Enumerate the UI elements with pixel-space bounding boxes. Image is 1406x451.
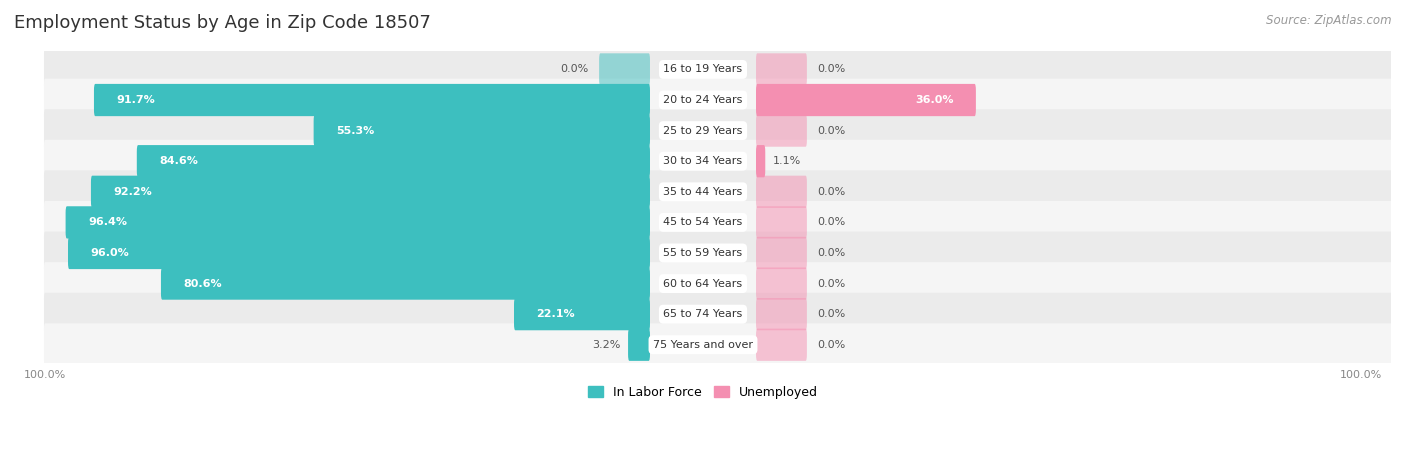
- Text: 36.0%: 36.0%: [915, 95, 953, 105]
- FancyBboxPatch shape: [44, 78, 1406, 121]
- Text: 75 Years and over: 75 Years and over: [652, 340, 754, 350]
- FancyBboxPatch shape: [756, 237, 807, 269]
- Text: 0.0%: 0.0%: [818, 279, 846, 289]
- FancyBboxPatch shape: [160, 267, 650, 299]
- FancyBboxPatch shape: [628, 329, 650, 361]
- Text: 35 to 44 Years: 35 to 44 Years: [664, 187, 742, 197]
- FancyBboxPatch shape: [756, 115, 807, 147]
- Text: 91.7%: 91.7%: [117, 95, 155, 105]
- FancyBboxPatch shape: [136, 145, 650, 177]
- Text: 84.6%: 84.6%: [159, 156, 198, 166]
- FancyBboxPatch shape: [44, 201, 1406, 244]
- Text: 0.0%: 0.0%: [818, 126, 846, 136]
- Text: 1.1%: 1.1%: [773, 156, 801, 166]
- Text: 0.0%: 0.0%: [818, 248, 846, 258]
- FancyBboxPatch shape: [44, 293, 1406, 336]
- Text: 20 to 24 Years: 20 to 24 Years: [664, 95, 742, 105]
- FancyBboxPatch shape: [44, 231, 1406, 274]
- Text: 45 to 54 Years: 45 to 54 Years: [664, 217, 742, 227]
- Text: 55 to 59 Years: 55 to 59 Years: [664, 248, 742, 258]
- Text: 92.2%: 92.2%: [114, 187, 152, 197]
- FancyBboxPatch shape: [94, 84, 650, 116]
- FancyBboxPatch shape: [599, 53, 650, 86]
- FancyBboxPatch shape: [66, 206, 650, 239]
- Text: 16 to 19 Years: 16 to 19 Years: [664, 64, 742, 74]
- Text: 55.3%: 55.3%: [336, 126, 374, 136]
- FancyBboxPatch shape: [756, 84, 976, 116]
- FancyBboxPatch shape: [44, 170, 1406, 213]
- FancyBboxPatch shape: [44, 48, 1406, 91]
- Text: 22.1%: 22.1%: [537, 309, 575, 319]
- FancyBboxPatch shape: [44, 262, 1406, 305]
- FancyBboxPatch shape: [44, 323, 1406, 366]
- Text: 80.6%: 80.6%: [183, 279, 222, 289]
- Text: 25 to 29 Years: 25 to 29 Years: [664, 126, 742, 136]
- Legend: In Labor Force, Unemployed: In Labor Force, Unemployed: [583, 381, 823, 404]
- FancyBboxPatch shape: [756, 53, 807, 86]
- Text: Source: ZipAtlas.com: Source: ZipAtlas.com: [1267, 14, 1392, 27]
- FancyBboxPatch shape: [756, 329, 807, 361]
- FancyBboxPatch shape: [756, 145, 765, 177]
- Text: 0.0%: 0.0%: [560, 64, 588, 74]
- FancyBboxPatch shape: [756, 176, 807, 208]
- Text: 60 to 64 Years: 60 to 64 Years: [664, 279, 742, 289]
- FancyBboxPatch shape: [756, 206, 807, 239]
- Text: 96.4%: 96.4%: [89, 217, 127, 227]
- FancyBboxPatch shape: [44, 140, 1406, 183]
- Text: 0.0%: 0.0%: [818, 64, 846, 74]
- FancyBboxPatch shape: [91, 176, 650, 208]
- Text: 3.2%: 3.2%: [592, 340, 620, 350]
- Text: 30 to 34 Years: 30 to 34 Years: [664, 156, 742, 166]
- FancyBboxPatch shape: [67, 237, 650, 269]
- Text: 96.0%: 96.0%: [90, 248, 129, 258]
- FancyBboxPatch shape: [756, 298, 807, 330]
- Text: 65 to 74 Years: 65 to 74 Years: [664, 309, 742, 319]
- FancyBboxPatch shape: [515, 298, 650, 330]
- FancyBboxPatch shape: [44, 109, 1406, 152]
- Text: Employment Status by Age in Zip Code 18507: Employment Status by Age in Zip Code 185…: [14, 14, 430, 32]
- FancyBboxPatch shape: [756, 267, 807, 299]
- Text: 0.0%: 0.0%: [818, 309, 846, 319]
- Text: 0.0%: 0.0%: [818, 187, 846, 197]
- Text: 0.0%: 0.0%: [818, 217, 846, 227]
- Text: 0.0%: 0.0%: [818, 340, 846, 350]
- FancyBboxPatch shape: [314, 115, 650, 147]
